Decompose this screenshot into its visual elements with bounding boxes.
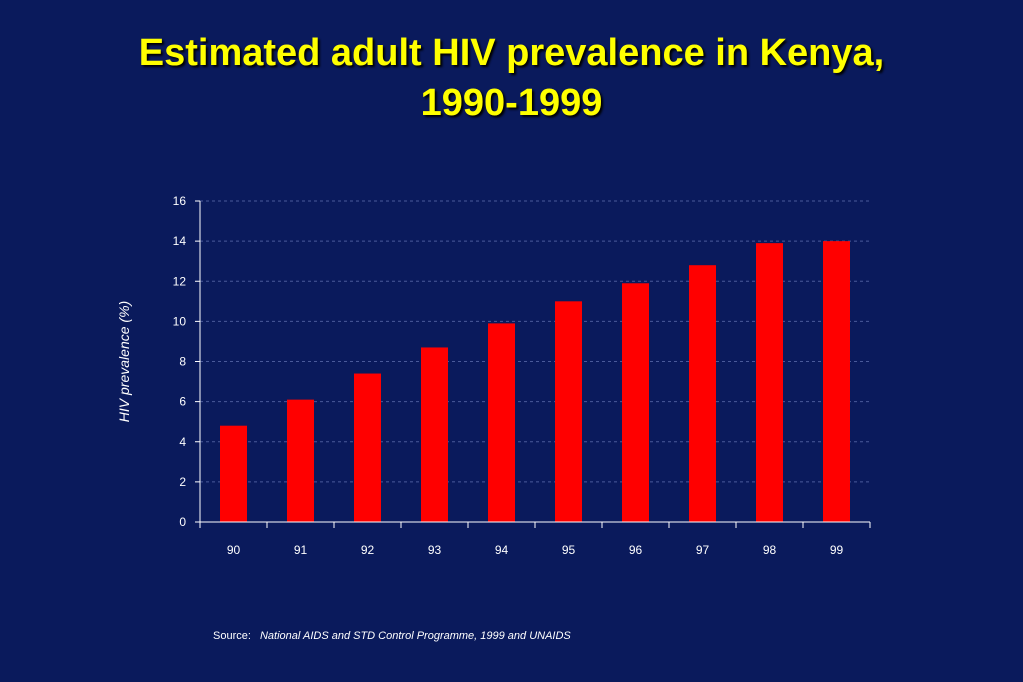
x-tick-label: 94 — [495, 543, 509, 557]
y-tick-label: 0 — [179, 515, 186, 529]
bars — [220, 241, 850, 522]
y-tick-label: 8 — [179, 355, 186, 369]
bar-98 — [756, 243, 783, 522]
y-tick-labels: 0 2 4 6 8 10 12 14 16 — [173, 194, 187, 529]
title-line-1: Estimated adult HIV prevalence in Kenya, — [138, 32, 885, 74]
page-title: Estimated adult HIV prevalence in Kenya,… — [0, 28, 1023, 128]
y-tick-label: 16 — [173, 194, 187, 208]
bar-90 — [220, 425, 247, 522]
x-tick-label: 98 — [763, 543, 777, 557]
bar-96 — [622, 283, 649, 522]
source-note: Source: National AIDS and STD Control Pr… — [213, 630, 571, 642]
x-tick-label: 93 — [428, 543, 442, 557]
title-line-2: 1990-1999 — [420, 82, 603, 124]
bar-93 — [421, 347, 448, 522]
bar-95 — [555, 301, 582, 522]
bar-91 — [287, 399, 314, 522]
x-tick-label: 97 — [696, 543, 710, 557]
x-tick-label: 96 — [629, 543, 643, 557]
x-tick-labels: 90 91 92 93 94 95 96 97 98 99 — [227, 543, 844, 557]
x-tick-label: 92 — [361, 543, 375, 557]
x-tick-label: 91 — [294, 543, 308, 557]
y-tick-label: 10 — [173, 314, 187, 328]
bar-92 — [354, 373, 381, 522]
source-label: Source: — [213, 630, 251, 642]
source-text: National AIDS and STD Control Programme,… — [259, 630, 571, 642]
y-tick-label: 6 — [179, 395, 186, 409]
bar-94 — [488, 323, 515, 522]
y-tick-label: 12 — [173, 274, 187, 288]
bar-99 — [823, 241, 850, 522]
y-tick-label: 14 — [173, 234, 187, 248]
x-tick-label: 90 — [227, 543, 241, 557]
y-tick-label: 2 — [179, 475, 186, 489]
bar-97 — [689, 265, 716, 522]
y-axis-label: HIV prevalence (%) — [116, 301, 132, 422]
y-tick-label: 4 — [179, 435, 186, 449]
axes — [195, 200, 871, 528]
x-tick-label: 95 — [562, 543, 576, 557]
x-tick-label: 99 — [830, 543, 844, 557]
